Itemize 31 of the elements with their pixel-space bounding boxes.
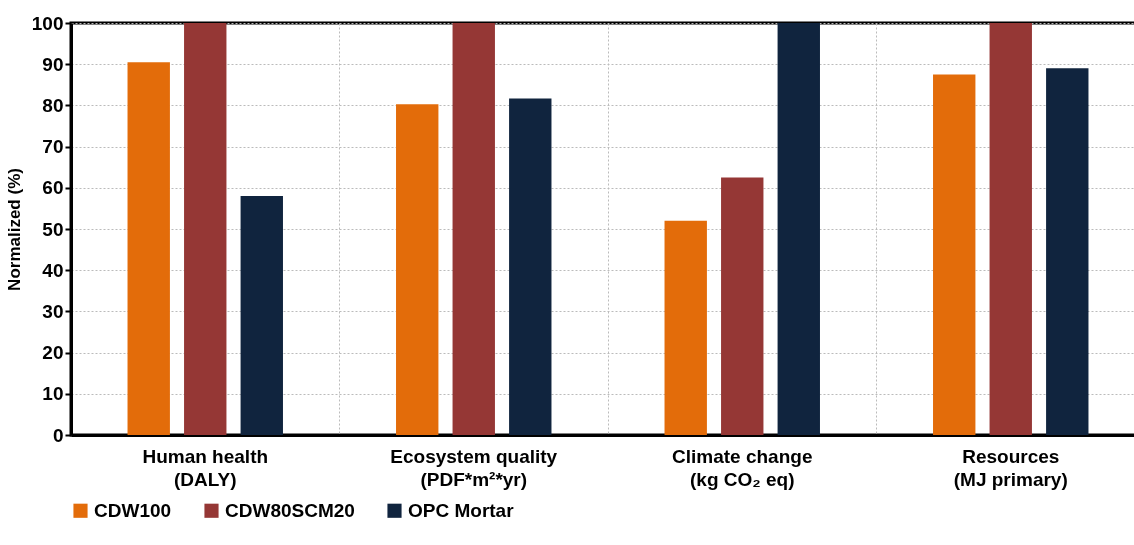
x-tick-label: Resources (MJ primary) xyxy=(953,445,1068,490)
y-tick-label: 50 xyxy=(42,218,64,240)
bar xyxy=(396,104,439,435)
bar xyxy=(777,23,820,435)
bar xyxy=(989,23,1032,435)
legend-label: OPC Mortar xyxy=(408,499,515,521)
legend-label: CDW80SCM20 xyxy=(225,499,355,521)
y-tick-label: 0 xyxy=(52,424,64,446)
bar xyxy=(664,220,707,435)
bar xyxy=(184,23,227,435)
bar xyxy=(127,62,170,435)
bar xyxy=(240,196,283,435)
x-tick-label: Climate change (kg CO₂ eq) xyxy=(672,445,813,490)
y-tick-label: 70 xyxy=(42,136,64,158)
bar xyxy=(721,177,764,435)
x-tick-label: Ecosystem quality (PDF*m²*yr) xyxy=(390,445,558,490)
y-tick-label: 60 xyxy=(42,177,64,199)
y-tick-label: 20 xyxy=(42,342,64,364)
x-tick-label: Human health (DALY) xyxy=(142,445,269,490)
bar xyxy=(933,74,976,435)
bar xyxy=(1046,68,1089,435)
y-tick-label: 10 xyxy=(42,383,64,405)
bar xyxy=(452,23,495,435)
legend-label: CDW100 xyxy=(94,499,172,521)
y-tick-label: 90 xyxy=(42,53,64,75)
bar xyxy=(509,98,552,435)
y-tick-label: 30 xyxy=(42,300,64,322)
y-tick-label: 80 xyxy=(42,94,64,116)
y-tick-label: 100 xyxy=(31,12,64,34)
y-tick-label: 40 xyxy=(42,259,64,281)
y-axis-title: Normalized (%) xyxy=(4,168,24,291)
